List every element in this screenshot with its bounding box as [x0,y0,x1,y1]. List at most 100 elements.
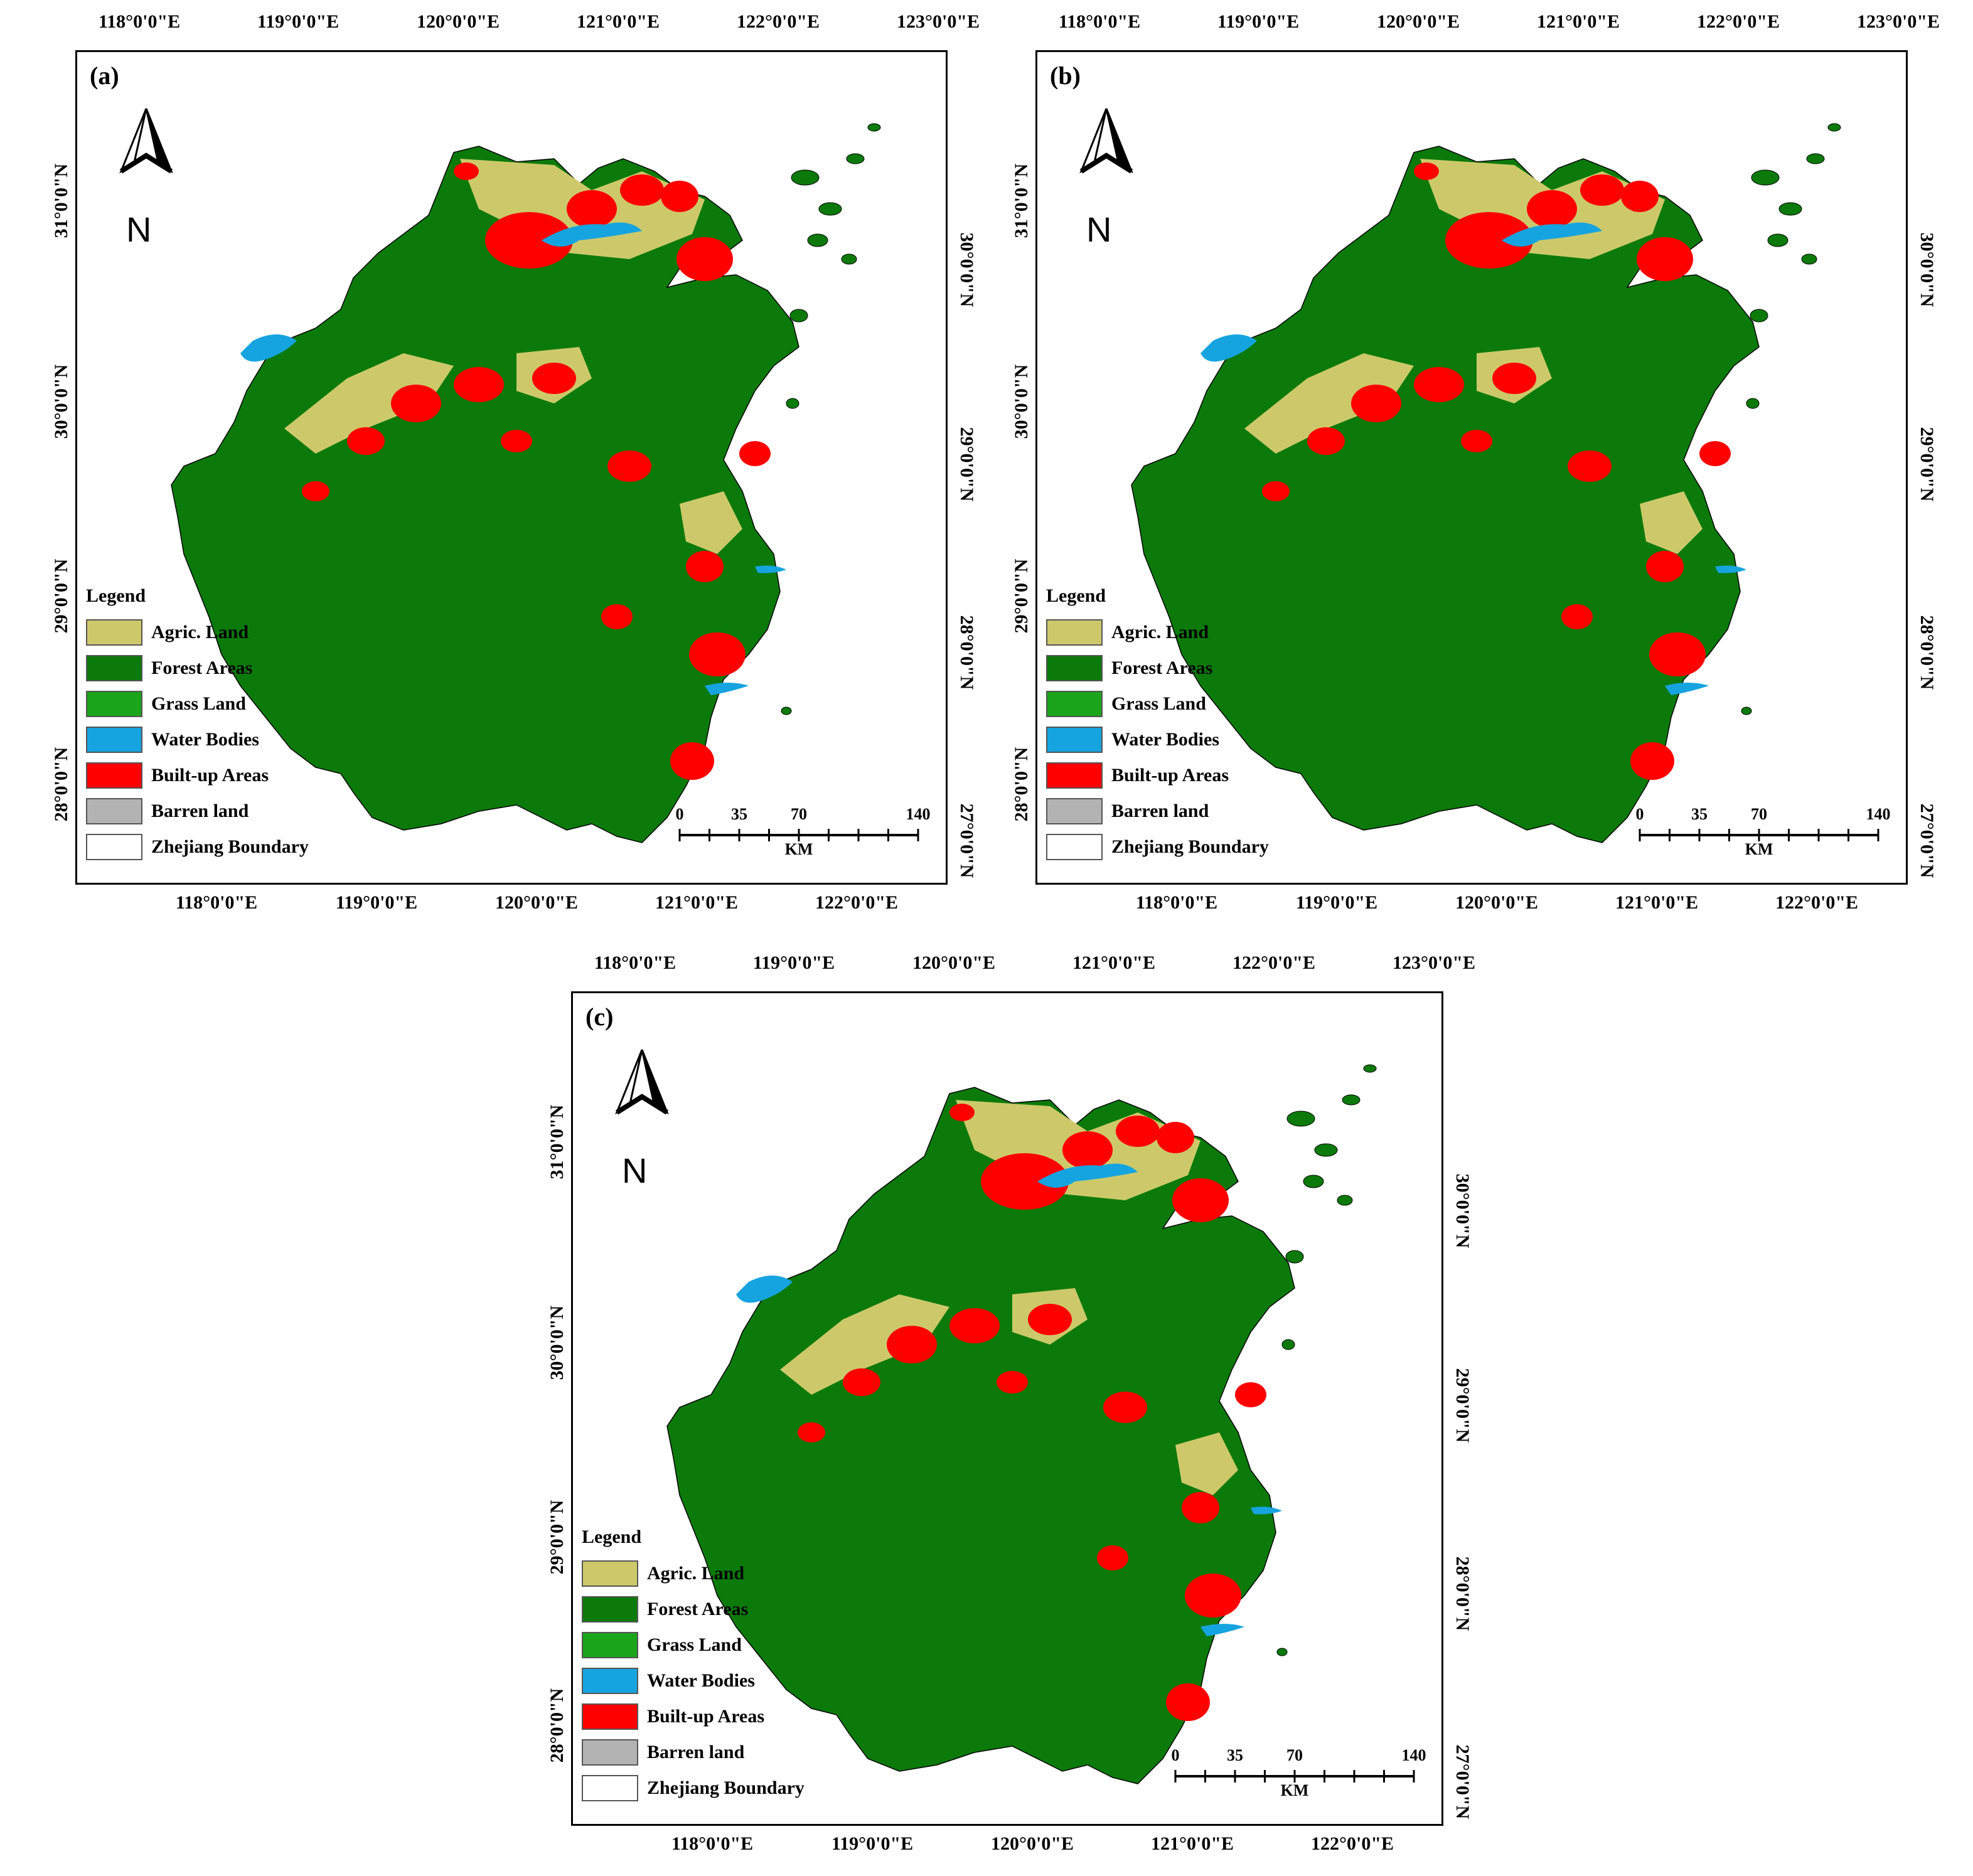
legend-label: Built-up Areas [647,1705,764,1727]
bottom-longitude-tick: 118°0'0"E [1135,892,1218,913]
legend: Legend Agric. Land Forest Areas Grass Land W… [582,1527,805,1806]
builtup-area [1414,367,1464,402]
legend-label: Water Bodies [647,1670,755,1691]
island [1276,1648,1288,1656]
right-latitude-tick: 30°0'0"N [1452,1173,1473,1249]
scale-tick-label: 0 [1635,805,1644,823]
legend-item: Water Bodies [86,722,309,757]
panel-label: (c) [585,1003,614,1031]
top-longitude-tick: 119°0'0"E [1217,11,1300,32]
legend-swatch [582,1631,638,1658]
right-latitude-tick: 27°0'0"N [1917,803,1937,878]
island [807,233,828,247]
builtup-area [676,237,733,281]
water-body [1200,334,1257,362]
land-use-map [171,123,881,843]
legend-swatch [582,1667,638,1694]
top-longitude-tick: 120°0'0"E [912,952,995,973]
legend-label: Agric. Land [1111,621,1209,642]
top-longitude-tick: 121°0'0"E [577,11,660,32]
map-frame: (a) N Legend Agric. Land Forest Areas Grass L… [75,50,948,885]
builtup-area [997,1371,1028,1394]
legend-swatch [1046,726,1103,753]
agric-area [780,1294,949,1395]
builtup-area [1235,1382,1266,1407]
top-longitude-tick: 118°0'0"E [594,952,676,973]
island [1286,1111,1315,1127]
scale-unit: KM [1745,840,1773,858]
island [791,169,820,186]
legend-label: Grass Land [647,1634,742,1655]
legend-title: Legend [582,1527,642,1547]
legend-label: Water Bodies [151,728,259,750]
bottom-longitude-tick: 119°0'0"E [335,892,418,913]
builtup-area [1445,212,1533,269]
water-body [705,683,749,695]
builtup-area [302,481,329,501]
top-longitude-tick: 118°0'0"E [98,11,181,32]
legend-swatch [1046,619,1103,646]
legend-item: Agric. Land [1046,614,1269,650]
builtup-area [739,441,771,466]
island [1303,1175,1324,1188]
agric-area [284,353,454,454]
builtup-area [670,742,714,780]
island [781,706,792,715]
left-latitude-tick: 29°0'0"N [51,558,72,634]
legend-swatch [86,797,142,824]
top-longitude-tick: 119°0'0"E [752,952,835,973]
left-latitude-tick: 31°0'0"N [51,163,72,238]
legend-swatch [86,654,142,681]
island [1801,253,1817,265]
island [1741,706,1752,715]
legend-item: Zhejiang Boundary [86,829,309,865]
agric-area [1244,353,1414,454]
bottom-longitude-tick: 119°0'0"E [1295,892,1378,913]
legend-label: Forest Areas [151,657,253,678]
left-latitude-tick: 30°0'0"N [547,1305,567,1380]
agric-area [680,491,742,554]
builtup-area [887,1326,937,1363]
map-frame: (b) N Legend Agric. Land Forest Areas Grass L… [1035,50,1908,885]
scale-tick-label: 0 [1171,1746,1180,1764]
legend-swatch [86,619,142,646]
legend-label: Barren land [647,1741,745,1762]
scale-tick-label: 0 [675,805,684,823]
left-latitude-tick: 28°0'0"N [1011,747,1032,822]
legend-swatch [86,833,142,860]
builtup-area [532,363,576,394]
builtup-area [1062,1131,1113,1169]
legend-swatch [86,690,142,717]
builtup-area [949,1104,975,1121]
bottom-longitude-tick: 121°0'0"E [1615,892,1698,913]
legend-item: Forest Areas [1046,650,1269,686]
builtup-area [1621,181,1659,212]
legend-swatch [1046,833,1103,860]
top-longitude-tick: 122°0'0"E [1232,952,1315,973]
scale-tick-label: 70 [1286,1746,1303,1764]
scale-bar: 0 35 70 140 KM [1633,805,1891,861]
scale-tick-label: 35 [1227,1746,1243,1764]
builtup-area [1527,190,1577,228]
water-body [1037,1163,1138,1188]
scale-tick-label: 70 [791,805,807,823]
builtup-area [843,1368,880,1396]
builtup-area [601,604,633,629]
legend-label: Forest Areas [1111,657,1213,678]
legend-item: Barren land [1046,793,1269,829]
bottom-longitude-tick: 120°0'0"E [495,892,578,913]
water-body [736,1276,793,1303]
legend-item: Barren land [86,793,309,829]
builtup-area [1580,174,1624,206]
top-longitude-tick: 119°0'0"E [257,11,340,32]
builtup-area [1182,1492,1219,1523]
left-latitude-tick: 31°0'0"N [1011,163,1032,238]
legend: Legend Agric. Land Forest Areas Grass Land W… [1046,585,1269,865]
builtup-area [1185,1574,1241,1618]
north-letter: N [126,210,152,249]
legend-title: Legend [1046,585,1106,606]
island [1750,309,1768,322]
island [867,123,881,132]
builtup-area [391,385,441,422]
top-longitude-tick: 122°0'0"E [1697,11,1780,32]
